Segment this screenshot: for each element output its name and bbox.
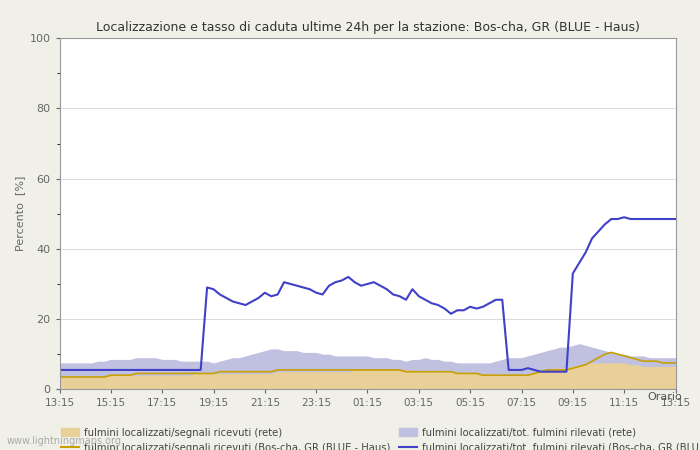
Text: Orario: Orario [648,392,682,402]
Text: www.lightningmaps.org: www.lightningmaps.org [7,436,122,446]
Y-axis label: Percento  [%]: Percento [%] [15,176,25,252]
Title: Localizzazione e tasso di caduta ultime 24h per la stazione: Bos-cha, GR (BLUE -: Localizzazione e tasso di caduta ultime … [96,21,639,34]
Legend: fulmini localizzati/segnali ricevuti (rete), fulmini localizzati/segnali ricevut: fulmini localizzati/segnali ricevuti (re… [62,428,700,450]
